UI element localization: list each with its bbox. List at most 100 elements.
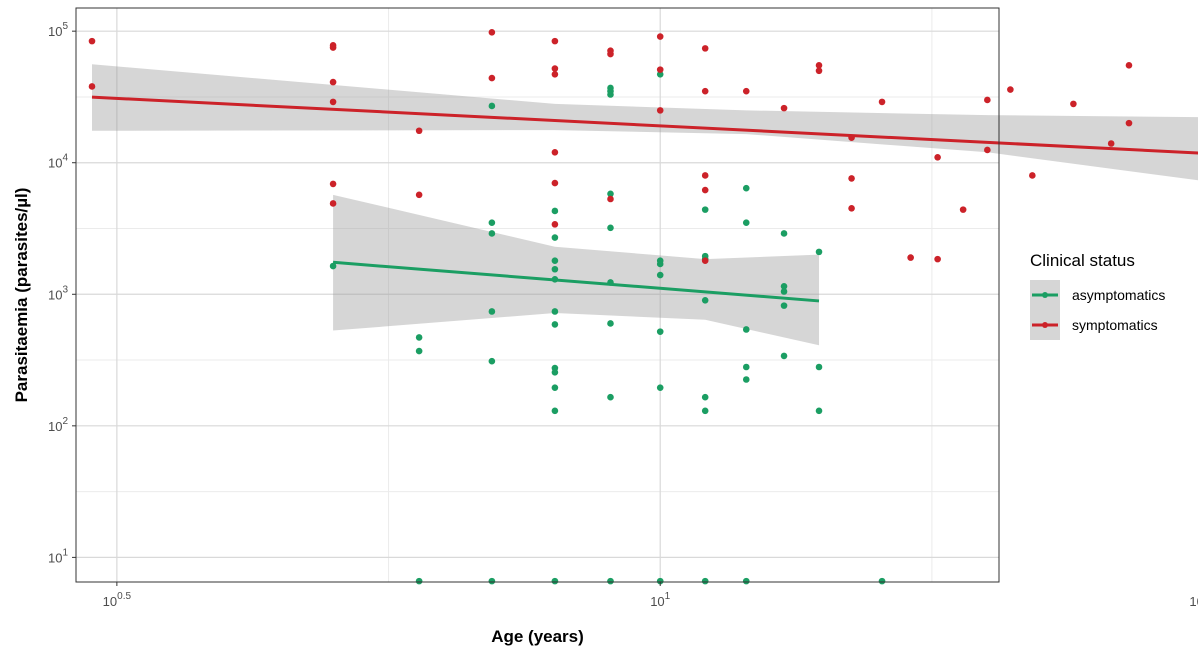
asymptomatics-point <box>742 184 750 192</box>
symptomatics-point <box>848 205 855 212</box>
asymptomatics-point <box>415 577 423 585</box>
asymptomatics-point <box>780 302 788 309</box>
asymptomatics-point <box>551 321 559 328</box>
symptomatics-point <box>329 98 337 106</box>
symptomatics-point <box>1007 86 1014 93</box>
symptomatics-point <box>329 200 337 207</box>
x-axis-title: Age (years) <box>491 627 584 646</box>
symptomatics-point <box>701 186 709 194</box>
asymptomatics-point <box>656 271 664 279</box>
symptomatics-point <box>780 104 788 112</box>
symptomatics-point <box>488 29 496 36</box>
symptomatics-point <box>934 255 941 263</box>
asymptomatics-point <box>815 363 823 371</box>
x-tick-label: 101.5 <box>1189 591 1198 609</box>
symptomatics-point <box>551 71 559 78</box>
symptomatics-point <box>815 67 823 75</box>
plot-panel-border <box>75 7 1000 583</box>
symptomatics-point <box>907 254 914 261</box>
asymptomatics-point <box>488 308 496 315</box>
asymptomatics-point <box>780 230 788 237</box>
symptomatics-point <box>848 134 855 141</box>
symptomatics-point <box>1125 62 1133 69</box>
symptomatics-point <box>1029 172 1036 179</box>
asymptomatics-point <box>551 407 559 415</box>
symptomatics-point <box>984 96 991 104</box>
y-axis-title: Parasitaemia (parasites/µl) <box>12 188 31 403</box>
asymptomatics-point <box>551 577 559 585</box>
asymptomatics-trend-line <box>332 260 820 303</box>
asymptomatics-point <box>878 577 886 585</box>
asymptomatics-point <box>551 275 559 283</box>
asymptomatics-point <box>742 376 750 383</box>
symptomatics-point <box>415 127 423 135</box>
asymptomatics-confidence-band <box>333 194 820 346</box>
symptomatics-point <box>551 65 559 72</box>
asymptomatics-point <box>551 308 559 315</box>
symptomatics-legend-key-point <box>1042 322 1048 328</box>
asymptomatics-point <box>551 369 559 376</box>
symptomatics-point <box>701 87 709 95</box>
asymptomatics-point <box>551 207 559 215</box>
symptomatics-point <box>656 66 664 73</box>
asymptomatics-point <box>607 320 614 327</box>
legend: Clinical status asymptomatics symptomatic… <box>1030 251 1165 340</box>
symptomatics-trend-line <box>91 95 1198 155</box>
asymptomatics-point <box>656 71 664 78</box>
symptomatics-point <box>551 179 559 187</box>
x-tick-label: 101 <box>650 591 670 609</box>
symptomatics-point <box>701 172 709 179</box>
symptomatics-point <box>1070 100 1077 108</box>
x-tick-label: 100.5 <box>103 591 132 609</box>
asymptomatics-point <box>607 279 614 286</box>
symptomatics-point <box>329 44 337 51</box>
symptomatics-point <box>88 83 96 90</box>
asymptomatics-point <box>742 577 750 585</box>
asymptomatics-legend-key-point <box>1042 292 1048 298</box>
y-axis-ticks: 101 102 103 104 105 <box>48 21 76 565</box>
symptomatics-point <box>551 221 559 228</box>
asymptomatics-point <box>551 265 559 273</box>
legend-items: asymptomatics symptomatics <box>1030 280 1165 340</box>
symptomatics-point <box>848 175 855 182</box>
symptomatics-point <box>88 37 96 45</box>
symptomatics-point <box>607 195 614 203</box>
asymptomatics-point <box>815 248 823 256</box>
asymptomatics-point <box>656 577 664 585</box>
symptomatics-point <box>329 180 337 188</box>
asymptomatics-point <box>607 91 614 98</box>
asymptomatics-point <box>415 334 423 341</box>
symptomatics-point <box>488 74 496 82</box>
asymptomatics-point <box>780 352 788 360</box>
asymptomatics-legend-label: asymptomatics <box>1072 287 1165 303</box>
legend-title: Clinical status <box>1030 251 1135 270</box>
asymptomatics-point <box>701 577 709 585</box>
asymptomatics-point <box>329 262 337 270</box>
asymptomatics-point <box>607 224 614 232</box>
confidence-bands <box>91 64 1198 346</box>
symptomatics-point <box>656 107 664 114</box>
symptomatics-point <box>1125 119 1133 127</box>
symptomatics-point <box>815 62 823 69</box>
symptomatics-point <box>1107 140 1115 147</box>
symptomatics-confidence-band <box>91 64 1198 181</box>
asymptomatics-point <box>488 230 496 237</box>
asymptomatics-point <box>656 384 664 391</box>
asymptomatics-point <box>780 282 788 290</box>
x-axis-ticks: 100.5 101 101.5 <box>103 582 1198 609</box>
trend-lines <box>91 95 1198 303</box>
symptomatics-point <box>742 87 750 95</box>
asymptomatics-point <box>607 577 614 585</box>
asymptomatics-point <box>742 363 750 371</box>
symptomatics-point <box>934 153 941 161</box>
asymptomatics-point <box>607 190 614 198</box>
symptomatics-point <box>878 98 886 106</box>
asymptomatics-point <box>415 347 423 355</box>
asymptomatics-point <box>656 260 664 268</box>
asymptomatics-point <box>551 234 559 241</box>
symptomatics-point <box>551 37 559 45</box>
asymptomatics-point <box>742 219 750 227</box>
symptomatics-point <box>329 78 337 86</box>
symptomatics-point <box>701 45 709 52</box>
